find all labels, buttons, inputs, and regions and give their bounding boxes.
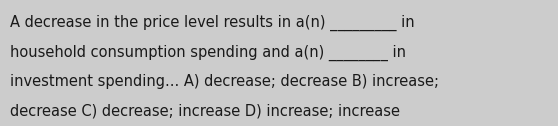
- Text: decrease C) decrease; increase D) increase; increase: decrease C) decrease; increase D) increa…: [10, 104, 400, 119]
- Text: A decrease in the price level results in a(n) _________ in: A decrease in the price level results in…: [10, 15, 415, 31]
- Text: household consumption spending and a(n) ________ in: household consumption spending and a(n) …: [10, 45, 406, 61]
- Text: investment spending... A) decrease; decrease B) increase;: investment spending... A) decrease; decr…: [10, 74, 439, 89]
